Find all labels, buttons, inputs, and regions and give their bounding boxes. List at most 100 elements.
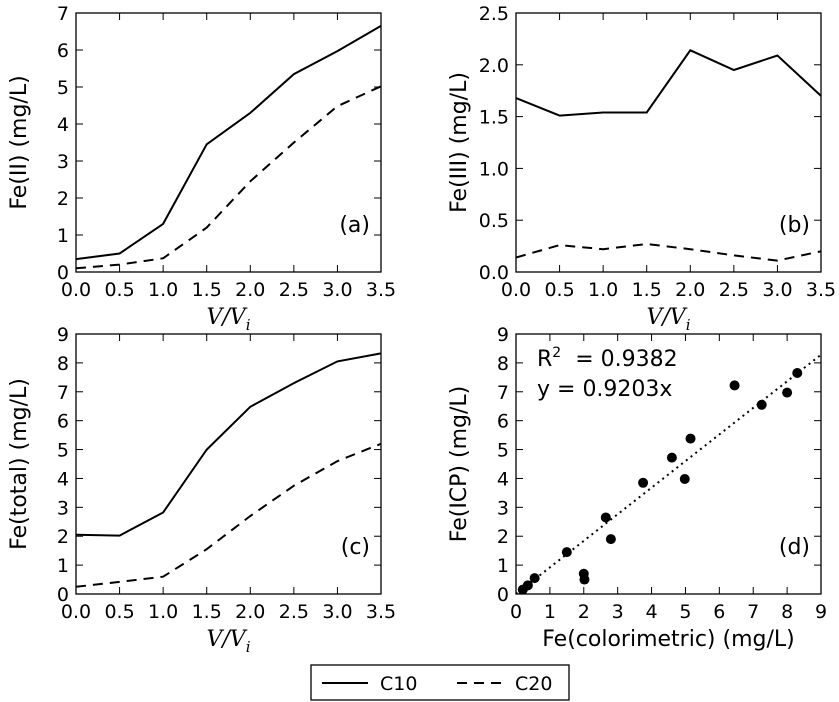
plot-frame-c [75, 333, 382, 595]
y-tick-label: 6 [57, 40, 69, 62]
x-tick-label: 0.0 [501, 279, 531, 301]
x-tick-label: 9 [815, 601, 827, 623]
y-tick-label: 1 [57, 555, 69, 577]
y-tick-label: 2 [57, 526, 69, 548]
r-squared-annotation: R2 = 0.9382 [537, 345, 678, 372]
x-tick-label: 1.0 [588, 279, 618, 301]
series-line-c10 [516, 49, 821, 117]
x-tick-label: 0.5 [104, 279, 134, 301]
y-tick-label: 6 [57, 411, 69, 433]
panel-label: (b) [779, 213, 810, 238]
x-tick-label: 2.5 [719, 279, 749, 301]
scatter-point [605, 534, 616, 545]
x-tick-label: 0.5 [544, 279, 574, 301]
panel-c: 0.0 0.5 1.0 1.5 2.0 2.5 3.0 3.5 0 1 2 3 4 5 6 7 8 9 Fe(tot… [7, 324, 396, 656]
y-tick-label: 1 [497, 555, 509, 577]
equation-annotation: y = 0.9203x [537, 377, 672, 402]
x-tick-label: 5 [679, 601, 691, 623]
y-tick-label: 0 [497, 584, 509, 606]
y-tick-label: 9 [57, 324, 69, 346]
x-tick-label: 3.0 [762, 279, 792, 301]
x-tick-label: 1.0 [148, 601, 178, 623]
x-tick-label: 0.5 [104, 601, 134, 623]
plot-area-c [76, 352, 381, 588]
y-tick-label: 8 [497, 353, 509, 375]
y-tick-label: 7 [497, 382, 509, 404]
x-tick-label: 4 [646, 601, 658, 623]
x-axis-label: V/Vi [207, 305, 251, 334]
x-tick-label: 8 [781, 601, 793, 623]
panel-label: (a) [339, 213, 370, 238]
x-tick-label: 1.0 [148, 279, 178, 301]
x-tick-label: 2.5 [279, 279, 309, 301]
y-axis-label: Fe(total) (mg/L) [7, 378, 32, 550]
plot-frame-d [515, 333, 822, 595]
scatter-point [600, 512, 611, 523]
scatter-point [782, 387, 793, 398]
y-tick-label: 3 [497, 497, 509, 519]
y-axis-label: Fe(ICP) (mg/L) [447, 386, 472, 543]
plot-frame-b [515, 12, 822, 273]
y-tick-label: 2 [497, 526, 509, 548]
x-axis-label: V/Vi [647, 305, 691, 334]
scatter-point [638, 477, 649, 488]
x-tick-label: 2.5 [279, 601, 309, 623]
scatter-point [685, 433, 696, 444]
legend-label-c10: C10 [380, 673, 417, 695]
x-tick-label: 1.5 [632, 279, 662, 301]
scatter-point [792, 368, 803, 378]
series-line-c10 [76, 25, 381, 261]
y-tick-label: 0 [57, 584, 69, 606]
series-line-c20 [516, 242, 821, 262]
y-axis-label: Fe(II) (mg/L) [7, 75, 32, 209]
scatter-point [561, 547, 572, 558]
plot-frame-a [75, 12, 382, 273]
x-tick-label: 3.5 [806, 279, 836, 301]
y-tick-label: 2.5 [479, 3, 509, 25]
series-line-c20 [76, 85, 381, 270]
y-tick-label: 0.0 [479, 262, 509, 284]
scatter-point [529, 573, 540, 584]
legend-label-c20: C20 [515, 673, 552, 695]
x-tick-label: 2.0 [235, 601, 265, 623]
legend: C10 C20 [310, 664, 570, 701]
y-tick-label: 4 [497, 468, 509, 490]
scatter-point [522, 580, 533, 591]
plot-area-d [516, 353, 821, 594]
panel-label: (c) [341, 535, 370, 560]
y-tick-label: 0.5 [479, 210, 509, 232]
x-tick-label: 3 [612, 601, 624, 623]
y-tick-label: 1 [57, 225, 69, 247]
x-tick-label: 0 [510, 601, 522, 623]
plot-area-b [516, 49, 821, 262]
panel-label: (d) [779, 535, 810, 560]
y-tick-label: 5 [57, 440, 69, 462]
x-tick-label: 2.0 [235, 279, 265, 301]
y-tick-label: 7 [57, 3, 69, 25]
x-tick-label: 1.5 [192, 279, 222, 301]
scatter-point [579, 574, 590, 585]
y-tick-label: 5 [57, 77, 69, 99]
y-tick-label: 4 [57, 114, 69, 136]
panel-b: 0.0 0.5 1.0 1.5 2.0 2.5 3.0 3.5 0.0 0.5 1.0 1.5 2.0 2… [447, 3, 836, 334]
scatter-point [666, 452, 677, 463]
y-tick-label: 0 [57, 262, 69, 284]
y-tick-label: 3 [57, 151, 69, 173]
x-tick-label: 2.0 [675, 279, 705, 301]
fit-line [516, 353, 821, 594]
y-tick-label: 1.5 [479, 107, 509, 129]
x-tick-label: 0.0 [61, 601, 91, 623]
x-tick-label: 6 [713, 601, 725, 623]
x-tick-label: 3.5 [366, 279, 396, 301]
series-line-c20 [76, 442, 381, 588]
x-tick-label: 3.0 [322, 601, 352, 623]
scatter-point [679, 474, 690, 485]
y-tick-label: 3 [57, 497, 69, 519]
scatter-point [729, 380, 740, 391]
x-tick-label: 0.0 [61, 279, 91, 301]
x-axis-label: Fe(colorimetric) (mg/L) [542, 627, 795, 652]
y-tick-label: 4 [57, 468, 69, 490]
x-tick-label: 7 [747, 601, 759, 623]
y-tick-label: 2 [57, 188, 69, 210]
